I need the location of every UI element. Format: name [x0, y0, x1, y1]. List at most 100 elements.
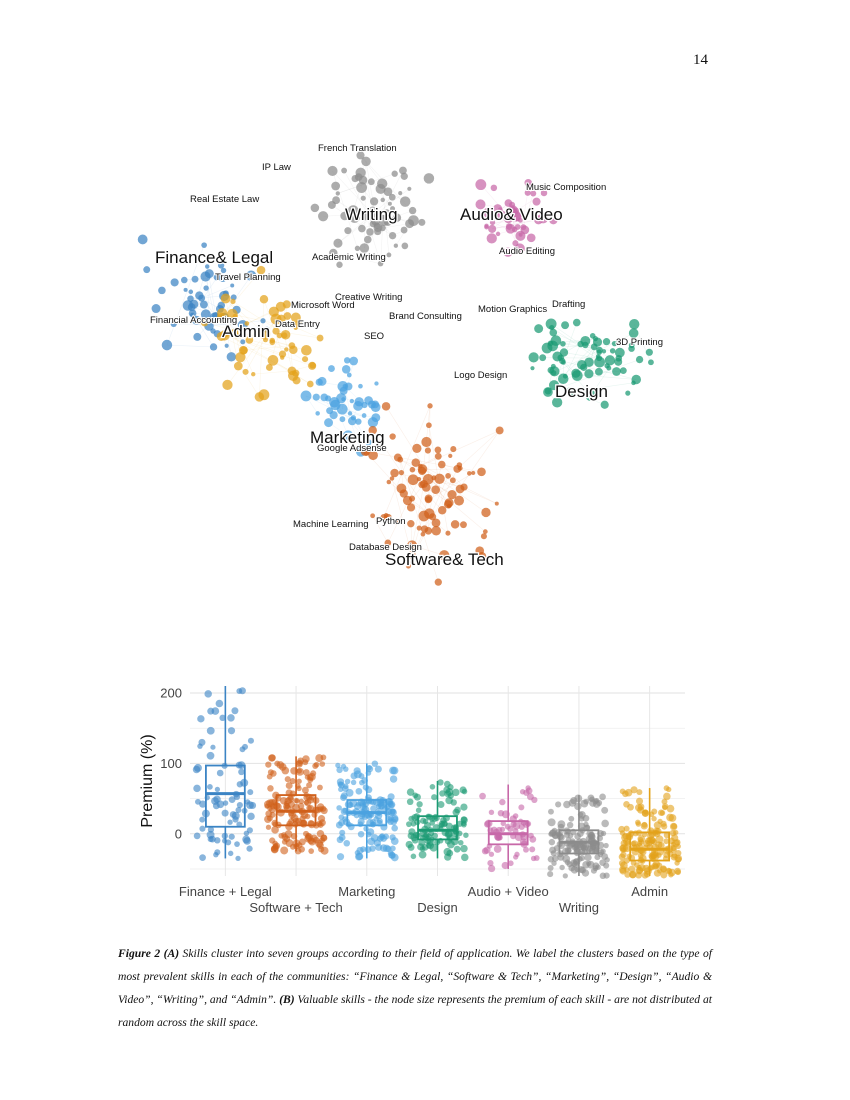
network-node [475, 199, 486, 210]
jitter-point [231, 707, 239, 715]
jitter-point [461, 853, 469, 862]
network-node [353, 401, 363, 411]
jitter-point [479, 792, 486, 800]
network-node [170, 320, 177, 328]
jitter-point [549, 829, 557, 837]
network-node [509, 210, 521, 222]
jitter-point [246, 801, 254, 809]
jitter-point [518, 804, 525, 811]
jitter-point [199, 854, 206, 861]
jitter-point [317, 821, 324, 828]
jitter-point [406, 821, 412, 828]
jitter-point [283, 835, 291, 843]
network-edge [166, 245, 205, 346]
network-node [201, 242, 207, 248]
jitter-point [495, 834, 502, 841]
network-node [407, 551, 416, 560]
network-node [217, 301, 226, 310]
y-tick-label: 200 [160, 686, 182, 701]
network-node [445, 473, 451, 479]
network-node [359, 243, 370, 253]
jitter-point [619, 830, 626, 836]
network-node [457, 465, 463, 471]
jitter-point [407, 832, 415, 840]
jitter-point [235, 855, 241, 862]
network-node [482, 529, 488, 535]
jitter-point [198, 738, 206, 746]
network-node [224, 343, 229, 348]
figure-caption: Figure 2 (A) Skills cluster into seven g… [118, 942, 712, 1034]
network-edge [428, 472, 474, 500]
network-node [329, 411, 338, 420]
network-node [524, 179, 533, 187]
jitter-point [350, 779, 357, 786]
network-node [289, 345, 298, 355]
jitter-point [601, 806, 609, 814]
jitter-point [371, 760, 379, 767]
jitter-point [488, 809, 495, 816]
jitter-point [584, 854, 592, 862]
jitter-point [599, 872, 607, 880]
network-node [366, 228, 374, 236]
network-node [431, 485, 441, 495]
network-node [346, 372, 352, 378]
network-node [534, 324, 544, 334]
network-node [426, 422, 432, 429]
network-node [481, 507, 491, 518]
network-node [235, 352, 246, 363]
network-node [349, 211, 361, 223]
network-node [454, 495, 465, 506]
network-node [483, 207, 495, 219]
jitter-point [376, 835, 384, 842]
network-node [358, 383, 363, 389]
jitter-point [204, 690, 212, 698]
jitter-point [355, 787, 363, 795]
jitter-point [566, 861, 573, 868]
jitter-point [656, 862, 663, 869]
jitter-point [619, 844, 627, 852]
network-node [151, 304, 161, 314]
skill-label: Music Composition [526, 182, 606, 193]
network-edge [441, 464, 465, 488]
jitter-point [336, 766, 343, 774]
network-node [431, 526, 441, 536]
network-node [203, 285, 209, 291]
jitter-point [624, 871, 631, 878]
jitter-point [283, 803, 290, 810]
network-node [242, 368, 249, 375]
jitter-point [308, 848, 315, 854]
jitter-point [306, 782, 313, 789]
jitter-point [210, 744, 216, 750]
jitter-point [651, 816, 657, 822]
jitter-point [655, 835, 664, 844]
network-node [504, 199, 513, 207]
network-node [349, 398, 355, 404]
jitter-point [623, 825, 630, 832]
skill-label: French Translation [318, 143, 397, 154]
network-node [259, 328, 271, 340]
jitter-point [303, 769, 310, 776]
network-node [158, 286, 166, 295]
jitter-point [390, 818, 397, 826]
network-node [408, 215, 419, 226]
network-node [356, 182, 368, 193]
network-node [315, 411, 320, 416]
network-node [300, 390, 312, 402]
network-node [488, 224, 497, 233]
jitter-point [568, 815, 575, 822]
network-node [320, 393, 329, 402]
network-node [549, 380, 560, 391]
network-node [310, 203, 320, 213]
box-iqr [629, 831, 670, 862]
jitter-point [661, 803, 669, 810]
network-edge [492, 219, 539, 230]
network-node [405, 563, 411, 569]
jitter-point [627, 803, 634, 811]
jitter-point [618, 853, 626, 861]
jitter-point [221, 809, 229, 817]
jitter-point [458, 839, 464, 846]
network-node [349, 356, 359, 366]
network-edge [364, 161, 367, 249]
jitter-point [594, 798, 600, 804]
jitter-point [197, 715, 205, 723]
